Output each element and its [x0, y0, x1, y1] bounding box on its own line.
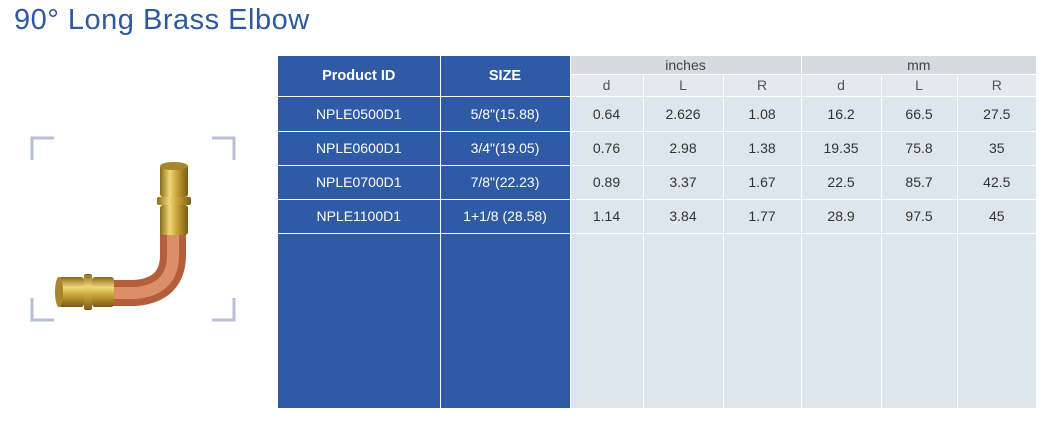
brass-elbow-fitting-image: [30, 135, 236, 325]
empty-cell: [881, 233, 957, 408]
header-mm-d: d: [801, 74, 881, 96]
table-row: NPLE0500D1 5/8"(15.88) 0.64 2.626 1.08 1…: [278, 96, 1036, 131]
product-id-cell: NPLE0500D1: [278, 96, 440, 131]
header-size: SIZE: [440, 56, 570, 96]
inches-l-cell: 3.37: [643, 165, 723, 199]
inches-d-cell: 1.14: [570, 199, 643, 233]
mm-r-cell: 35: [957, 131, 1036, 165]
mm-d-cell: 28.9: [801, 199, 881, 233]
empty-cell: [723, 233, 801, 408]
product-id-cell: NPLE1100D1: [278, 199, 440, 233]
product-id-cell: NPLE0700D1: [278, 165, 440, 199]
inches-l-cell: 2.626: [643, 96, 723, 131]
inches-r-cell: 1.77: [723, 199, 801, 233]
size-cell: 5/8"(15.88): [440, 96, 570, 131]
inches-r-cell: 1.38: [723, 131, 801, 165]
inches-d-cell: 0.89: [570, 165, 643, 199]
table-row-empty: [278, 233, 1036, 408]
mm-l-cell: 75.8: [881, 131, 957, 165]
header-inches-d: d: [570, 74, 643, 96]
mm-l-cell: 85.7: [881, 165, 957, 199]
header-mm-r: R: [957, 74, 1036, 96]
mm-r-cell: 42.5: [957, 165, 1036, 199]
table-row: NPLE0600D1 3/4"(19.05) 0.76 2.98 1.38 19…: [278, 131, 1036, 165]
empty-cell: [801, 233, 881, 408]
inches-r-cell: 1.08: [723, 96, 801, 131]
empty-cell: [957, 233, 1036, 408]
header-product-id: Product ID: [278, 56, 440, 96]
inches-r-cell: 1.67: [723, 165, 801, 199]
empty-cell: [570, 233, 643, 408]
mm-d-cell: 16.2: [801, 96, 881, 131]
mm-d-cell: 19.35: [801, 131, 881, 165]
mm-l-cell: 66.5: [881, 96, 957, 131]
header-mm: mm: [801, 56, 1036, 74]
inches-l-cell: 2.98: [643, 131, 723, 165]
table-row: NPLE1100D1 1+1/8 (28.58) 1.14 3.84 1.77 …: [278, 199, 1036, 233]
header-mm-l: L: [881, 74, 957, 96]
size-cell: 3/4"(19.05): [440, 131, 570, 165]
table-row: NPLE0700D1 7/8"(22.23) 0.89 3.37 1.67 22…: [278, 165, 1036, 199]
mm-r-cell: 45: [957, 199, 1036, 233]
size-cell: 7/8"(22.23): [440, 165, 570, 199]
header-inches-r: R: [723, 74, 801, 96]
page-title: 90° Long Brass Elbow: [14, 4, 310, 37]
header-inches: inches: [570, 56, 801, 74]
inches-l-cell: 3.84: [643, 199, 723, 233]
mm-r-cell: 27.5: [957, 96, 1036, 131]
product-id-cell: NPLE0600D1: [278, 131, 440, 165]
empty-cell: [440, 233, 570, 408]
size-cell: 1+1/8 (28.58): [440, 199, 570, 233]
specification-table: Product ID SIZE inches mm d L R d L R NP…: [278, 56, 1036, 408]
inches-d-cell: 0.76: [570, 131, 643, 165]
empty-cell: [278, 233, 440, 408]
mm-d-cell: 22.5: [801, 165, 881, 199]
mm-l-cell: 97.5: [881, 199, 957, 233]
header-inches-l: L: [643, 74, 723, 96]
empty-cell: [643, 233, 723, 408]
inches-d-cell: 0.64: [570, 96, 643, 131]
